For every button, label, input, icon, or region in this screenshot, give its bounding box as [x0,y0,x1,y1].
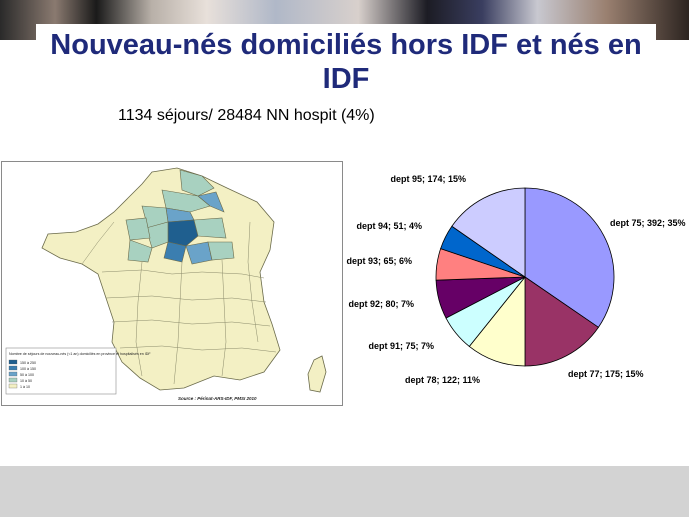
slide-title: Nouveau-nés domiciliés hors IDF et nés e… [50,29,642,95]
map-legend-label: 100 à 150 [20,367,36,371]
map-legend-label: 50 à 100 [20,373,34,377]
map-legend-box [5,347,117,395]
region-picardie [161,189,211,213]
pie-label-dept-75: dept 75; 392; 35% [610,218,686,228]
pie-label-dept-77: dept 77; 175; 15% [568,369,644,379]
map-legend-label: 10 à 50 [20,379,32,383]
region-north [179,169,215,197]
region-orne [125,217,151,241]
france-map-figure: Nombre de séjours de nouveau-nés (<1 an)… [1,161,343,406]
map-source: Source : Périnat-ARS-IDF, PMSI 2010 [178,396,257,401]
region-aisne [197,191,225,213]
region-eure-loir [145,221,169,249]
map-legend-title: Nombre de séjours de nouveau-nés (<1 an)… [9,352,151,356]
pie-label-dept-91: dept 91; 75; 7% [368,341,434,351]
map-legend-items: 150 à 250 100 à 150 50 à 100 10 à 50 1 à 10 [8,359,36,389]
footer-band [0,466,689,517]
map-legend-swatch [8,359,18,365]
title-panel [36,24,656,102]
corsica-outline [307,355,327,393]
map-legend-swatch [8,365,18,371]
france-map: Nombre de séjours de nouveau-nés (<1 an)… [5,167,327,401]
pie-label-dept-95: dept 95; 174; 15% [390,174,466,184]
map-legend-swatch [8,383,18,389]
map-legend-swatch [8,377,18,383]
map-legend-label: 150 à 250 [20,361,36,365]
pie-chart: dept 75; 392; 35% dept 77; 175; 15% dept 7… [346,174,686,385]
region-sarthe [127,239,153,263]
pie-label-dept-78: dept 78; 122; 11% [405,375,480,385]
region-aube [207,241,235,261]
pie-label-dept-93: dept 93; 65; 6% [346,256,412,266]
region-marne [193,217,227,239]
pie-slice-dept-95 [451,187,526,278]
map-legend-label: 1 à 10 [20,385,30,389]
pie-label-dept-92: dept 92; 80; 7% [348,299,414,309]
department-borders [81,221,277,385]
slide-subtitle: 1134 séjours/ 28484 NN hospit (4%) [118,107,375,124]
pie-slice-dept-75 [524,187,615,328]
map-legend-swatch [8,371,18,377]
pie-slice-dept-77 [524,276,599,367]
pie-label-dept-94: dept 94; 51; 4% [356,221,422,231]
